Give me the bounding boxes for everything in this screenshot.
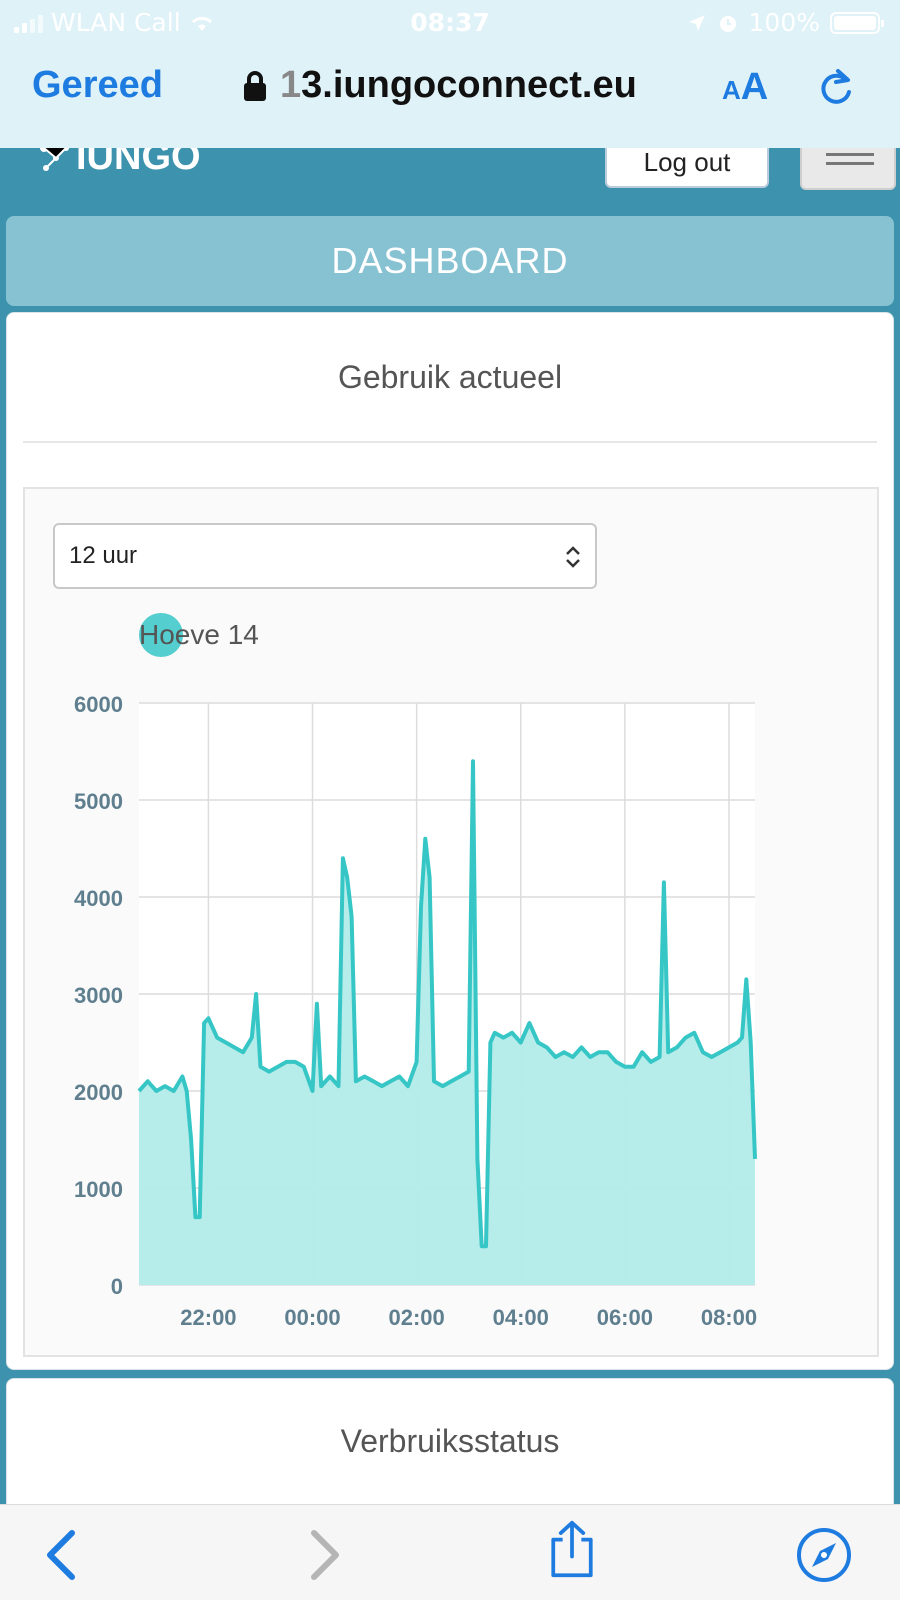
usage-card-title: Gebruik actueel xyxy=(337,359,563,395)
location-icon xyxy=(688,14,705,31)
status-bar: WLAN Call 08:37 100% xyxy=(0,0,900,44)
legend-marker[interactable] xyxy=(139,613,183,657)
reload-icon[interactable] xyxy=(816,66,856,108)
x-tick-label: 08:00 xyxy=(701,1305,757,1330)
x-tick-label: 22:00 xyxy=(180,1305,236,1330)
x-tick-label: 02:00 xyxy=(388,1305,444,1330)
wifi-icon xyxy=(191,16,212,31)
status-right: 100% xyxy=(687,8,884,37)
browser-top-bar: WLAN Call 08:37 100% Gereed 13.iungoconn… xyxy=(0,0,900,148)
back-icon[interactable] xyxy=(34,1525,94,1585)
select-chevrons-icon xyxy=(566,546,580,568)
status-left: WLAN Call xyxy=(14,8,215,37)
site-header: IUNGO Log out xyxy=(0,138,900,214)
text-size-small: A xyxy=(722,75,741,105)
url-bar: Gereed 13.iungoconnect.eu AA xyxy=(0,56,900,120)
y-tick-label: 4000 xyxy=(74,886,123,911)
series-line xyxy=(137,759,757,1249)
iungo-logo[interactable]: IUNGO xyxy=(38,144,201,184)
share-icon[interactable] xyxy=(542,1519,602,1579)
lock-icon xyxy=(244,70,266,101)
y-tick-label: 6000 xyxy=(74,692,123,717)
consumption-status-title: Verbruiksstatus xyxy=(340,1423,560,1459)
logo-text: IUNGO xyxy=(76,144,201,178)
y-tick-label: 1000 xyxy=(74,1177,123,1202)
y-tick-label: 0 xyxy=(111,1274,123,1299)
legend-label[interactable]: Hoeve 14 xyxy=(139,619,259,650)
compass-icon[interactable] xyxy=(794,1525,854,1585)
x-tick-label: 00:00 xyxy=(284,1305,340,1330)
series-area xyxy=(139,761,755,1285)
y-tick-label: 5000 xyxy=(74,789,123,814)
time-range-select[interactable]: 12 uur xyxy=(53,523,597,589)
chart-panel: 12 uur Hoeve 14 0 1000 2000 3000 4000 5000 600… xyxy=(23,487,879,1357)
battery-icon xyxy=(830,11,884,34)
forward-icon[interactable] xyxy=(292,1525,352,1585)
text-size-button[interactable]: AA xyxy=(722,66,768,109)
carrier-label: WLAN Call xyxy=(51,8,181,37)
url-field[interactable]: 13.iungoconnect.eu xyxy=(244,64,637,107)
text-size-big: A xyxy=(740,66,769,108)
y-tick-label: 2000 xyxy=(74,1080,123,1105)
usage-chart: 0 1000 2000 3000 4000 5000 6000 22:00 00:00 02:00… xyxy=(74,692,757,1330)
time-range-value: 12 uur xyxy=(69,542,138,569)
status-time: 08:37 xyxy=(410,8,490,37)
url-text: 13.iungoconnect.eu xyxy=(280,64,637,107)
alarm-icon xyxy=(719,15,736,32)
logo-mark-icon xyxy=(40,144,69,171)
card-divider xyxy=(23,441,877,443)
y-tick-label: 3000 xyxy=(74,983,123,1008)
browser-bottom-toolbar xyxy=(0,1504,900,1600)
url-domain: 3.iungoconnect.eu xyxy=(301,64,637,106)
battery-label: 100% xyxy=(748,8,820,37)
dashboard-banner: DASHBOARD xyxy=(6,216,894,306)
x-tick-label: 04:00 xyxy=(493,1305,549,1330)
usage-card: Gebruik actueel 12 uur Hoeve 14 0 1000 200… xyxy=(6,312,894,1370)
done-button[interactable]: Gereed xyxy=(32,64,163,106)
signal-icon xyxy=(14,13,43,33)
url-first-char: 1 xyxy=(280,64,302,106)
x-tick-label: 06:00 xyxy=(597,1305,653,1330)
